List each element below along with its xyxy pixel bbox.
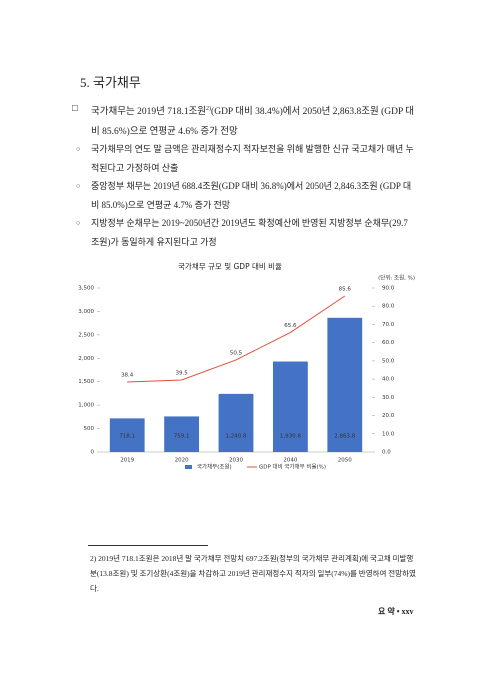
chart-title: 국가채무 규모 및 GDP 대비 비율: [178, 261, 282, 271]
y2-tick-label: 80.0: [382, 304, 395, 310]
line-value-label: 85.6: [339, 287, 352, 293]
y2-tick-label: 0.0: [382, 450, 391, 456]
legend-label: GDP 대비 국가채무 비율(%): [259, 463, 326, 471]
bar-value-label: 718.1: [119, 434, 135, 440]
unit-label: (단위: 조원, %): [378, 274, 415, 282]
line-value-label: 38.4: [121, 373, 134, 379]
y2-tick-label: 10.0: [382, 431, 395, 437]
legend-label: 국가채무(조원): [197, 463, 232, 471]
sub-bullet: 국가채무의 연도 말 금액은 관리재정수지 적자보전을 위해 발행한 신규 국고…: [76, 140, 416, 177]
sub-bullet: 지방정부 순채무는 2019~2050년간 2019년도 확정예산에 반영된 지…: [76, 214, 416, 251]
footnote: 2) 2019년 718.1조원은 2018년 말 국가채무 전망치 697.2…: [90, 554, 416, 593]
bar: [327, 317, 363, 452]
y-tick-label: 0: [91, 450, 95, 456]
y2-tick-label: 50.0: [382, 358, 395, 364]
legend-swatch: [185, 465, 192, 469]
bar-value-label: 2,863.8: [334, 434, 355, 440]
y2-tick-label: 30.0: [382, 395, 395, 401]
bar-value-label: 759.1: [174, 434, 190, 440]
bullet-marker: □: [72, 104, 78, 114]
bar: [164, 416, 200, 452]
chart: 국가채무 규모 및 GDP 대비 비율 (단위: 조원, %) 0 500 1,00…: [78, 261, 415, 471]
y2-tick-label: 20.0: [382, 413, 395, 419]
y-tick-label: 3,500: [78, 286, 94, 292]
line-value-label: 39.5: [175, 371, 188, 377]
y-tick-label: 3,000: [78, 309, 94, 315]
bar-value-label: 1,240.8: [226, 434, 247, 440]
footnote-rule: [88, 545, 208, 546]
y2-tick-label: 60.0: [382, 340, 395, 346]
y-tick-label: 1,000: [78, 403, 94, 409]
y-tick-label: 1,500: [78, 379, 94, 385]
sub-bullet: 중앙정부 채무는 2019년 688.4조원(GDP 대비 36.8%)에서 2…: [76, 177, 416, 214]
x-tick-label: 2020: [175, 458, 189, 464]
y-tick-label: 500: [84, 426, 95, 432]
bar-value-label: 1,930.8: [280, 434, 301, 440]
footnote-ref: 2): [206, 106, 212, 112]
x-tick-label: 2019: [120, 458, 134, 464]
page-footer: 요 약 • xxv: [378, 607, 414, 616]
bullet-text: 국가채무는 2019년 718.1조원2)(GDP 대비 38.4%)에서 20…: [91, 99, 417, 142]
y2-tick-label: 90.0: [382, 286, 395, 292]
y-tick-label: 2,500: [78, 332, 94, 338]
line: [127, 295, 346, 383]
y-tick-label: 2,000: [78, 356, 94, 362]
sub-bullets: 국가채무의 연도 말 금액은 관리재정수지 적자보전을 위해 발행한 신규 국고…: [76, 140, 416, 251]
y2-tick-label: 70.0: [382, 322, 395, 328]
y2-tick-label: 40.0: [382, 377, 395, 383]
bar: [218, 393, 254, 452]
bar: [109, 418, 145, 452]
section-heading: 5. 국가채무: [80, 75, 141, 90]
bullet: □ 국가채무는 2019년 718.1조원2)(GDP 대비 38.4%)에서 …: [72, 99, 417, 142]
text: 국가채무는 2019년 718.1조원: [91, 107, 207, 118]
x-tick-label: 2040: [283, 458, 297, 464]
line-value-label: 65.6: [284, 323, 297, 329]
x-tick-label: 2050: [338, 458, 352, 464]
bar: [272, 361, 308, 452]
x-tick-label: 2030: [229, 458, 243, 464]
text: (GDP 대비 38.4%)에서 2050년 2,863.8조원 (GDP 대비…: [91, 107, 415, 138]
line-value-label: 50.5: [230, 350, 243, 356]
